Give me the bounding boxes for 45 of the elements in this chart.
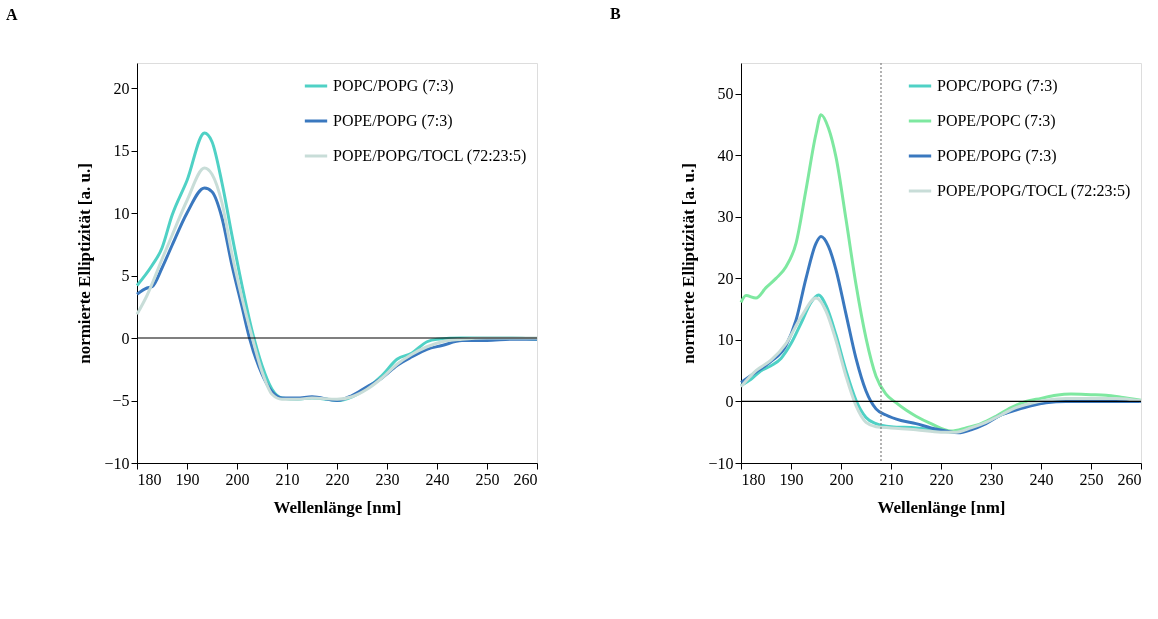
chart-title: B: [609, 5, 621, 23]
x-tick-label: 190: [175, 470, 200, 488]
y-tick-label: −10: [104, 454, 130, 472]
legend-label: POPE/POPG/TOCL (72:23:5): [937, 182, 1131, 200]
y-tick-label: 20: [113, 79, 130, 97]
x-tick-label: 180: [741, 470, 766, 488]
legend-label: POPE/POPG/TOCL (72:23:5): [333, 147, 527, 165]
x-tick-label: 250: [475, 470, 500, 488]
legend-label: POPE/POPG (7:3): [937, 147, 1057, 165]
y-tick-label: 0: [725, 392, 734, 410]
y-tick-label: 5: [121, 267, 130, 284]
y-axis-title: normierte Elliptizität [a. u.]: [75, 163, 95, 364]
x-axis-title: Wellenlänge [nm]: [877, 497, 1006, 517]
x-tick-label: 190: [779, 470, 804, 488]
y-tick-label: 50: [717, 85, 734, 103]
x-tick-label: 230: [979, 470, 1004, 488]
x-tick-label: 210: [879, 470, 904, 488]
y-tick-label: 20: [717, 269, 734, 287]
legend-label: POPC/POPG (7:3): [937, 77, 1058, 95]
x-tick-label: 220: [325, 470, 350, 488]
legend-label: POPE/POPC (7:3): [937, 112, 1056, 130]
chart-title: A: [5, 6, 18, 23]
x-tick-label: 180: [137, 470, 162, 488]
y-tick-label: 15: [113, 142, 130, 159]
x-tick-label: 240: [1029, 470, 1054, 488]
x-tick-label: 260: [1117, 470, 1142, 488]
x-tick-label: 210: [275, 470, 300, 488]
x-tick-label: 200: [829, 470, 854, 488]
y-tick-label: −10: [708, 454, 734, 472]
legend-label: POPE/POPG (7:3): [333, 112, 453, 130]
x-axis-title: Wellenlänge [nm]: [273, 497, 402, 517]
y-tick-label: 40: [717, 146, 734, 164]
x-tick-label: 250: [1079, 470, 1104, 488]
x-tick-label: 240: [425, 470, 450, 488]
y-tick-label: 0: [121, 329, 130, 347]
y-axis-title: normierte Elliptizität [a. u.]: [679, 163, 699, 364]
legend-label: POPC/POPG (7:3): [333, 77, 454, 95]
x-tick-label: 230: [375, 470, 400, 488]
y-tick-label: 30: [717, 208, 734, 226]
x-tick-label: 260: [513, 470, 538, 488]
y-tick-label: 10: [113, 204, 130, 222]
y-tick-label: 10: [717, 331, 734, 349]
y-tick-label: −5: [112, 392, 130, 409]
x-tick-label: 220: [929, 470, 954, 488]
x-tick-label: 200: [225, 470, 250, 488]
